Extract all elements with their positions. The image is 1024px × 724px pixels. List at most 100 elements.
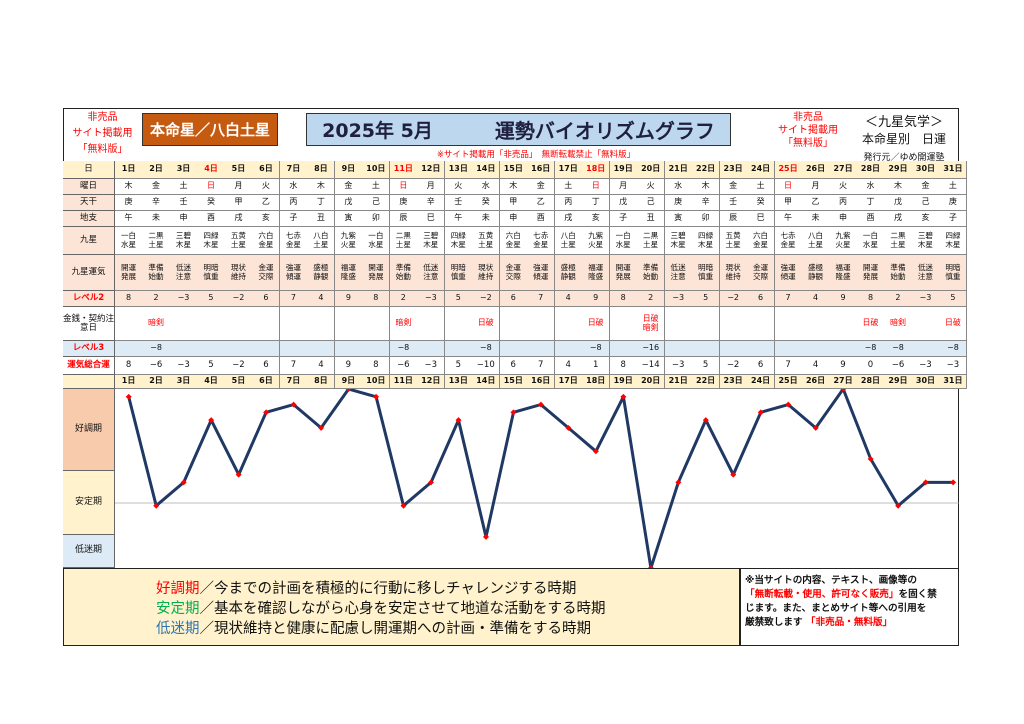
- total-cell: 5: [444, 357, 473, 375]
- row-label-footer: [63, 375, 115, 389]
- data-point-day-4: [208, 417, 215, 424]
- weekday-cell: 水: [279, 179, 308, 195]
- level3-cell: −8: [939, 341, 968, 357]
- data-point-day-1: [125, 393, 132, 400]
- weekday-cell: 土: [169, 179, 199, 195]
- warn-cell: [279, 307, 308, 341]
- branch-cell: 寅: [334, 211, 363, 227]
- warn-cell: [527, 307, 556, 341]
- star-cell: 四緑 木星: [444, 227, 473, 255]
- warn-cell: [444, 307, 473, 341]
- level2-cell: 4: [307, 291, 336, 307]
- legend-good: 好調期／今までの計画を積極的に行動に移しチャレンジする時期: [156, 579, 739, 599]
- star-cell: 二黒 土星: [389, 227, 418, 255]
- level3-cell: −8: [856, 341, 886, 357]
- fortune-cell: 準備 始動: [884, 255, 913, 291]
- branch-cell: 申: [169, 211, 199, 227]
- warn-cell: 日破: [472, 307, 501, 341]
- weekday-cell: 火: [829, 179, 858, 195]
- not-for-sale-right-line: 「無料版」: [783, 138, 833, 149]
- fortune-cell: 準備 始動: [389, 255, 418, 291]
- level3-cell: [829, 341, 858, 357]
- level3-cell: −8: [582, 341, 611, 357]
- total-cell: 6: [252, 357, 281, 375]
- branch-cell: 午: [774, 211, 803, 227]
- branch-cell: 酉: [197, 211, 226, 227]
- footer-day-cell: 11日: [389, 375, 418, 389]
- stem-cell: 甲: [224, 195, 253, 211]
- stem-cell: 甲: [499, 195, 528, 211]
- stem-cell: 己: [637, 195, 666, 211]
- level2-cell: −2: [472, 291, 501, 307]
- legend-good-term: 好調期: [156, 581, 200, 597]
- level3-cell: [692, 341, 721, 357]
- warn-cell: 日破: [939, 307, 968, 341]
- level2-cell: 2: [884, 291, 913, 307]
- day-cell: 14日: [472, 161, 501, 179]
- day-cell: 6日: [252, 161, 281, 179]
- fortune-cell: 現状 維持: [224, 255, 253, 291]
- level3-cell: −8: [472, 341, 501, 357]
- total-cell: 9: [829, 357, 858, 375]
- level3-cell: −8: [142, 341, 171, 357]
- total-cell: 0: [856, 357, 886, 375]
- weekday-cell: 日: [774, 179, 803, 195]
- weekday-cell: 土: [939, 179, 968, 195]
- stem-cell: 丙: [279, 195, 308, 211]
- disclaimer-box: ※当サイトの内容、テキスト、画像等の 「無断転載・使用、許可なく販売」を固く禁 …: [740, 568, 959, 646]
- warn-cell: [829, 307, 858, 341]
- day-cell: 12日: [417, 161, 446, 179]
- level3-cell: [747, 341, 776, 357]
- fortune-cell: 準備 始動: [637, 255, 666, 291]
- warn-cell: [197, 307, 226, 341]
- day-cell: 23日: [719, 161, 748, 179]
- day-cell: 5日: [224, 161, 253, 179]
- star-cell: 七赤 金星: [774, 227, 803, 255]
- fortune-cell: 盛極 静観: [307, 255, 336, 291]
- footer-day-cell: 21日: [664, 375, 693, 389]
- not-for-sale-left-line: 非売品: [87, 112, 118, 123]
- total-cell: −2: [719, 357, 748, 375]
- warn-cell: [417, 307, 446, 341]
- level3-cell: −8: [884, 341, 913, 357]
- stem-cell: 丁: [856, 195, 886, 211]
- branch-cell: 巳: [417, 211, 446, 227]
- warn-cell: [664, 307, 693, 341]
- star-cell: 七赤 金星: [527, 227, 556, 255]
- level3-cell: [774, 341, 803, 357]
- footer-day-cell: 24日: [747, 375, 776, 389]
- branch-cell: 申: [829, 211, 858, 227]
- fortune-cell: 盛極 静観: [554, 255, 583, 291]
- star-cell: 八白 土星: [307, 227, 336, 255]
- footer-day-cell: 19日: [609, 375, 638, 389]
- stem-cell: 庚: [664, 195, 693, 211]
- total-cell: −2: [224, 357, 253, 375]
- footer-day-cell: 3日: [169, 375, 199, 389]
- footer-day-cell: 26日: [802, 375, 831, 389]
- warn-cell: [499, 307, 528, 341]
- star-cell: 八白 土星: [802, 227, 831, 255]
- weekday-cell: 木: [884, 179, 913, 195]
- branch-cell: 辰: [389, 211, 418, 227]
- star-cell: 三碧 木星: [169, 227, 199, 255]
- level3-cell: [417, 341, 446, 357]
- stem-cell: 戊: [334, 195, 363, 211]
- level2-cell: 5: [444, 291, 473, 307]
- warn-cell: [169, 307, 199, 341]
- level3-cell: [719, 341, 748, 357]
- warn-cell: 暗剣: [884, 307, 913, 341]
- warn-cell: [362, 307, 391, 341]
- star-cell: 一白 水星: [115, 227, 144, 255]
- total-cell: −3: [664, 357, 693, 375]
- total-cell: −3: [911, 357, 940, 375]
- star-cell: 六白 金星: [499, 227, 528, 255]
- total-cell: 8: [362, 357, 391, 375]
- footer-day-cell: 9日: [334, 375, 363, 389]
- honmei-star-badge: 本命星／八白土星: [142, 113, 278, 146]
- branch-cell: 未: [472, 211, 501, 227]
- level2-cell: 2: [389, 291, 418, 307]
- stem-cell: 丁: [582, 195, 611, 211]
- total-cell: −14: [637, 357, 666, 375]
- star-cell: 一白 水星: [856, 227, 886, 255]
- branch-cell: 戌: [224, 211, 253, 227]
